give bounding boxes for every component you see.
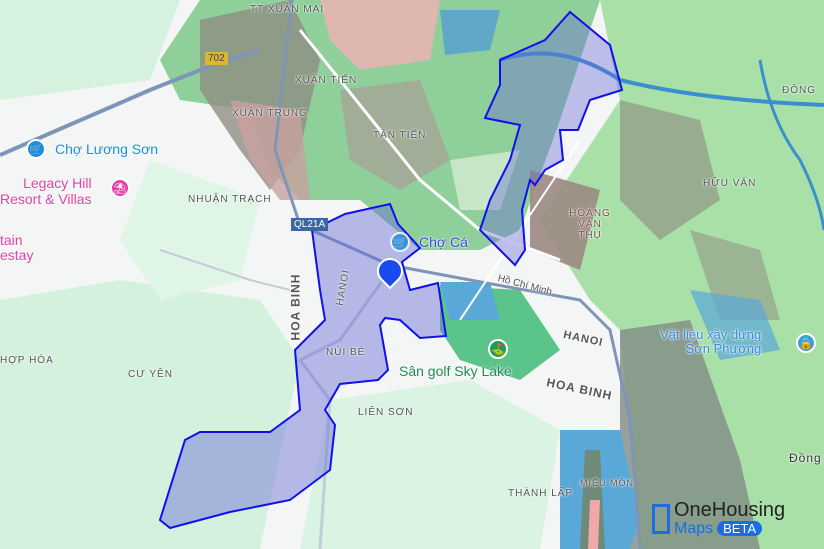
place-label: THÀNH LẬP (508, 488, 574, 499)
shopping-cart-icon[interactable]: 🛒 (26, 139, 46, 159)
place-label: MIẾU MÔN (580, 478, 634, 488)
place-label: XUÂN TIẾN (295, 75, 358, 86)
planning-boundary-south[interactable] (158, 202, 448, 530)
farmland-area (540, 0, 824, 549)
shopping-cart-icon[interactable]: 🛒 (390, 232, 410, 252)
beta-badge: BETA (717, 521, 763, 536)
logo-name: OneHousing (674, 499, 786, 521)
poi-legacy-hill[interactable]: Legacy Hill Resort & Villas (0, 175, 92, 207)
place-label: ĐÔNG (782, 85, 816, 96)
place-label: NHUẬN TRẠCH (188, 194, 272, 205)
region-label-hoabinh-vertical: HOA BINH (288, 273, 303, 341)
golf-icon[interactable]: ⛳ (488, 339, 508, 359)
road-shield-ql21a: QL21A (291, 218, 329, 231)
poi-cho-luong-son[interactable]: Chợ Lương Sơn (55, 141, 159, 157)
road-shield-702: 702 (205, 52, 228, 65)
poi-vat-lieu-xay-dung[interactable]: Vật liệu xây dựng Sơn Phương (660, 327, 762, 356)
highway-road (0, 48, 261, 157)
logo-mark-icon (652, 504, 670, 534)
logo-sub: Maps (674, 520, 714, 537)
poi-san-golf-sky-lake[interactable]: Sân golf Sky Lake (399, 363, 512, 379)
place-label: TÂN TIẾN (373, 130, 427, 141)
umbrella-icon[interactable]: ⛱ (110, 178, 130, 198)
poi-mountain-homestay[interactable]: tain estay (0, 232, 34, 263)
poi-cho-ca[interactable]: Chợ Cá (419, 234, 468, 250)
planning-boundary-north[interactable] (478, 10, 624, 267)
place-label: HỢP HÒA (0, 355, 54, 366)
shop-icon[interactable]: 🔒 (796, 333, 816, 353)
place-label: HOÀNG VĂN THỤ (569, 208, 611, 241)
onehousing-logo: OneHousing Maps BETA (652, 500, 785, 538)
place-label: LIÊN SƠN (358, 407, 414, 418)
ql21a-road (273, 0, 642, 549)
place-label: Đồng (789, 451, 822, 465)
place-label: NÚI BÉ (326, 347, 366, 358)
place-label: HỮU VĂN (703, 178, 757, 189)
place-label: CƯ YÊN (128, 369, 173, 380)
place-label: TT XUÂN MAI (250, 4, 325, 15)
place-label: XUÂN TRUNG (232, 108, 308, 119)
